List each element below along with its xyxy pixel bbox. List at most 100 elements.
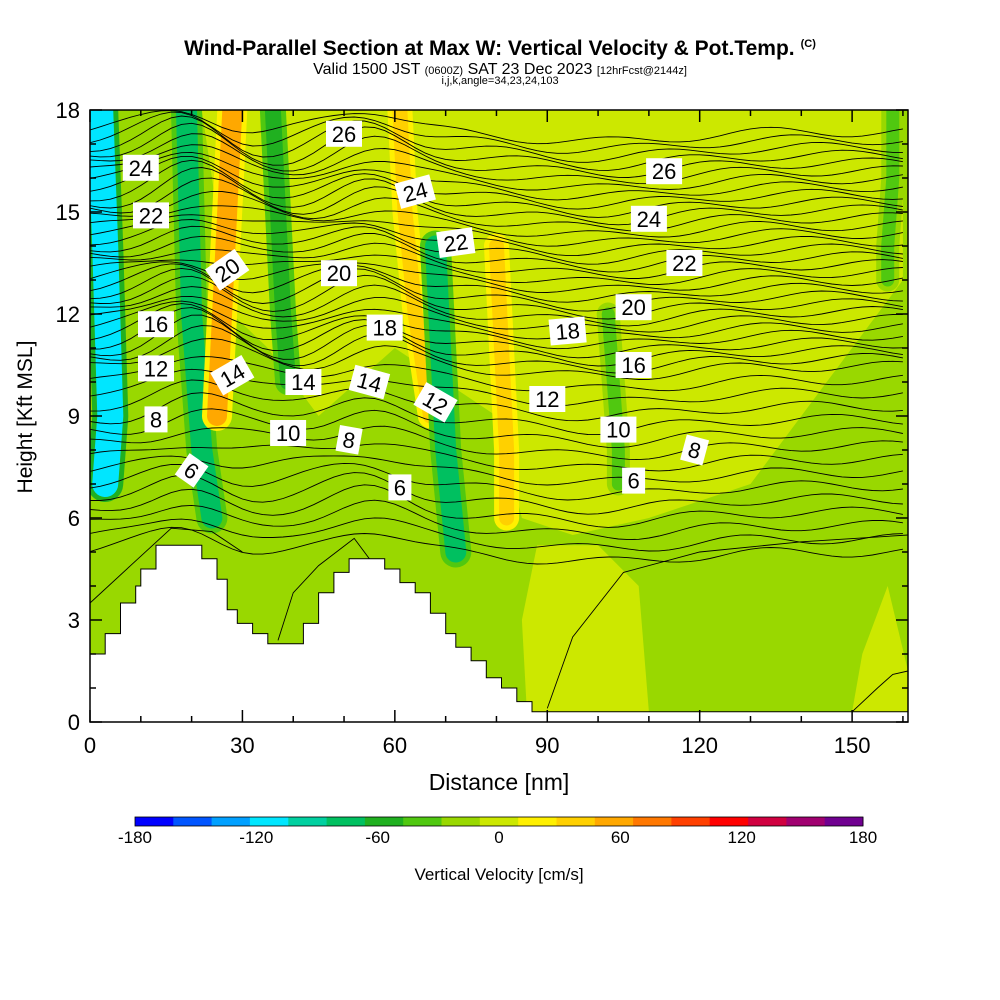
x-axis-label: Distance [nm] — [429, 769, 570, 795]
x-tick-label: 0 — [84, 733, 96, 758]
theta-contour — [90, 190, 903, 232]
velocity-plume-4 — [392, 110, 438, 424]
theta-contour — [90, 526, 903, 565]
colorbar-swatch — [364, 817, 404, 826]
contour-label-text: 16 — [621, 353, 645, 378]
contour-label-text: 26 — [332, 122, 356, 147]
theta-contour — [90, 115, 903, 163]
theta-contour — [90, 356, 903, 392]
theta-contour — [90, 159, 903, 210]
contour-label: 14 — [285, 369, 322, 395]
contour-label-bg — [326, 120, 362, 147]
contour-label-bg — [388, 474, 412, 501]
theta-contour — [90, 225, 903, 265]
colorbar-swatch — [594, 817, 634, 826]
terrain-layer — [89, 544, 909, 723]
colorbar-swatch — [403, 817, 442, 826]
contour-label-text: 20 — [327, 261, 351, 286]
colorbar-tick-label: 120 — [728, 828, 756, 847]
theta-contour — [90, 338, 903, 380]
theta-contour — [90, 167, 903, 218]
contour-label-text: 22 — [442, 229, 470, 257]
contour-label: 14 — [348, 364, 391, 400]
colorbar-tick-label: 180 — [849, 828, 877, 847]
theta-contour — [90, 144, 903, 185]
contour-label-bg — [622, 467, 646, 494]
x-tick-label: 90 — [535, 733, 559, 758]
contour-label-bg — [394, 174, 436, 209]
contour-label-text: 10 — [276, 421, 300, 446]
contour-label: 12 — [138, 355, 174, 382]
colorbar-swatch — [709, 817, 749, 826]
contour-label: 24 — [630, 205, 667, 232]
contour-label-bg — [548, 316, 587, 346]
contour-label: 10 — [270, 420, 307, 446]
y-tick-label: 6 — [68, 506, 80, 531]
theta-contour — [90, 307, 903, 359]
theta-contour — [90, 392, 903, 436]
contour-label-bg — [144, 406, 168, 433]
colorbar-swatch — [441, 817, 481, 826]
contour-label-bg — [348, 364, 391, 400]
contour-label-bg — [413, 382, 458, 423]
theta-contour — [90, 122, 903, 171]
x-tick-label: 60 — [383, 733, 407, 758]
chart-title-text: Wind-Parallel Section at Max W: Vertical… — [184, 37, 795, 60]
velocity-plume-3 — [264, 110, 297, 390]
contour-label-text: 20 — [621, 295, 645, 320]
theta-contour — [90, 499, 903, 541]
contour-label-text: 12 — [144, 356, 168, 381]
theta-contour — [90, 110, 903, 145]
axes: 0 30 60 90 120 150 0 3 6 9 12 15 18 — [56, 98, 908, 758]
contour-label-text: 6 — [394, 475, 406, 500]
valid-zulu: (0600Z) — [424, 65, 464, 77]
theta-contour — [90, 133, 903, 178]
y-tick-label: 15 — [56, 200, 80, 225]
contour-label-bg — [335, 425, 363, 455]
contour-label-bg — [615, 294, 652, 321]
contour-label-text: 22 — [139, 203, 163, 228]
y-tick-label: 0 — [68, 710, 80, 735]
contour-label: 12 — [529, 386, 566, 412]
contour-label: 24 — [122, 154, 159, 181]
contour-label-bg — [321, 260, 357, 287]
contour-label-text: 8 — [341, 427, 357, 454]
velocity-plume-6 — [489, 238, 515, 526]
contour-label-bg — [204, 248, 250, 291]
contour-label-bg — [366, 314, 403, 341]
theta-contours — [90, 110, 908, 713]
colorbar-swatch — [173, 817, 213, 826]
theta-contour — [90, 300, 903, 340]
y-tick-label: 3 — [68, 608, 80, 633]
contour-label-text: 22 — [672, 251, 696, 276]
contour-label: 8 — [335, 425, 363, 455]
colorbar-swatch — [671, 817, 711, 826]
contour-label-bg — [615, 352, 652, 378]
contour-label: 14 — [210, 354, 255, 396]
title-unit: (C) — [800, 38, 816, 50]
theta-contour — [90, 233, 903, 273]
colorbar-frame — [134, 816, 864, 827]
x-tick-label: 120 — [681, 733, 718, 758]
contour-label: 18 — [366, 314, 403, 341]
contour-label-text: 16 — [144, 312, 168, 337]
velocity-plume-1 — [176, 110, 223, 529]
terrain-fill — [89, 544, 909, 723]
colorbar-tick-label: -120 — [239, 828, 273, 847]
theta-contour — [90, 462, 903, 501]
contour-label: 26 — [646, 158, 683, 185]
theta-contour-low-0 — [546, 534, 908, 709]
colorbar-swatch — [249, 817, 289, 826]
contour-label-bg — [529, 386, 566, 412]
theta-contour — [90, 151, 903, 191]
contour-label: 16 — [615, 352, 652, 378]
theta-contour — [90, 295, 903, 333]
contour-label-bg — [285, 369, 322, 395]
contour-label: 16 — [138, 311, 174, 338]
velocity-plume-8 — [881, 110, 900, 287]
theta-contour — [90, 425, 903, 461]
theta-contour — [90, 155, 903, 201]
colorbar-tick-label: -180 — [118, 828, 152, 847]
colorbar-swatch — [786, 817, 826, 826]
